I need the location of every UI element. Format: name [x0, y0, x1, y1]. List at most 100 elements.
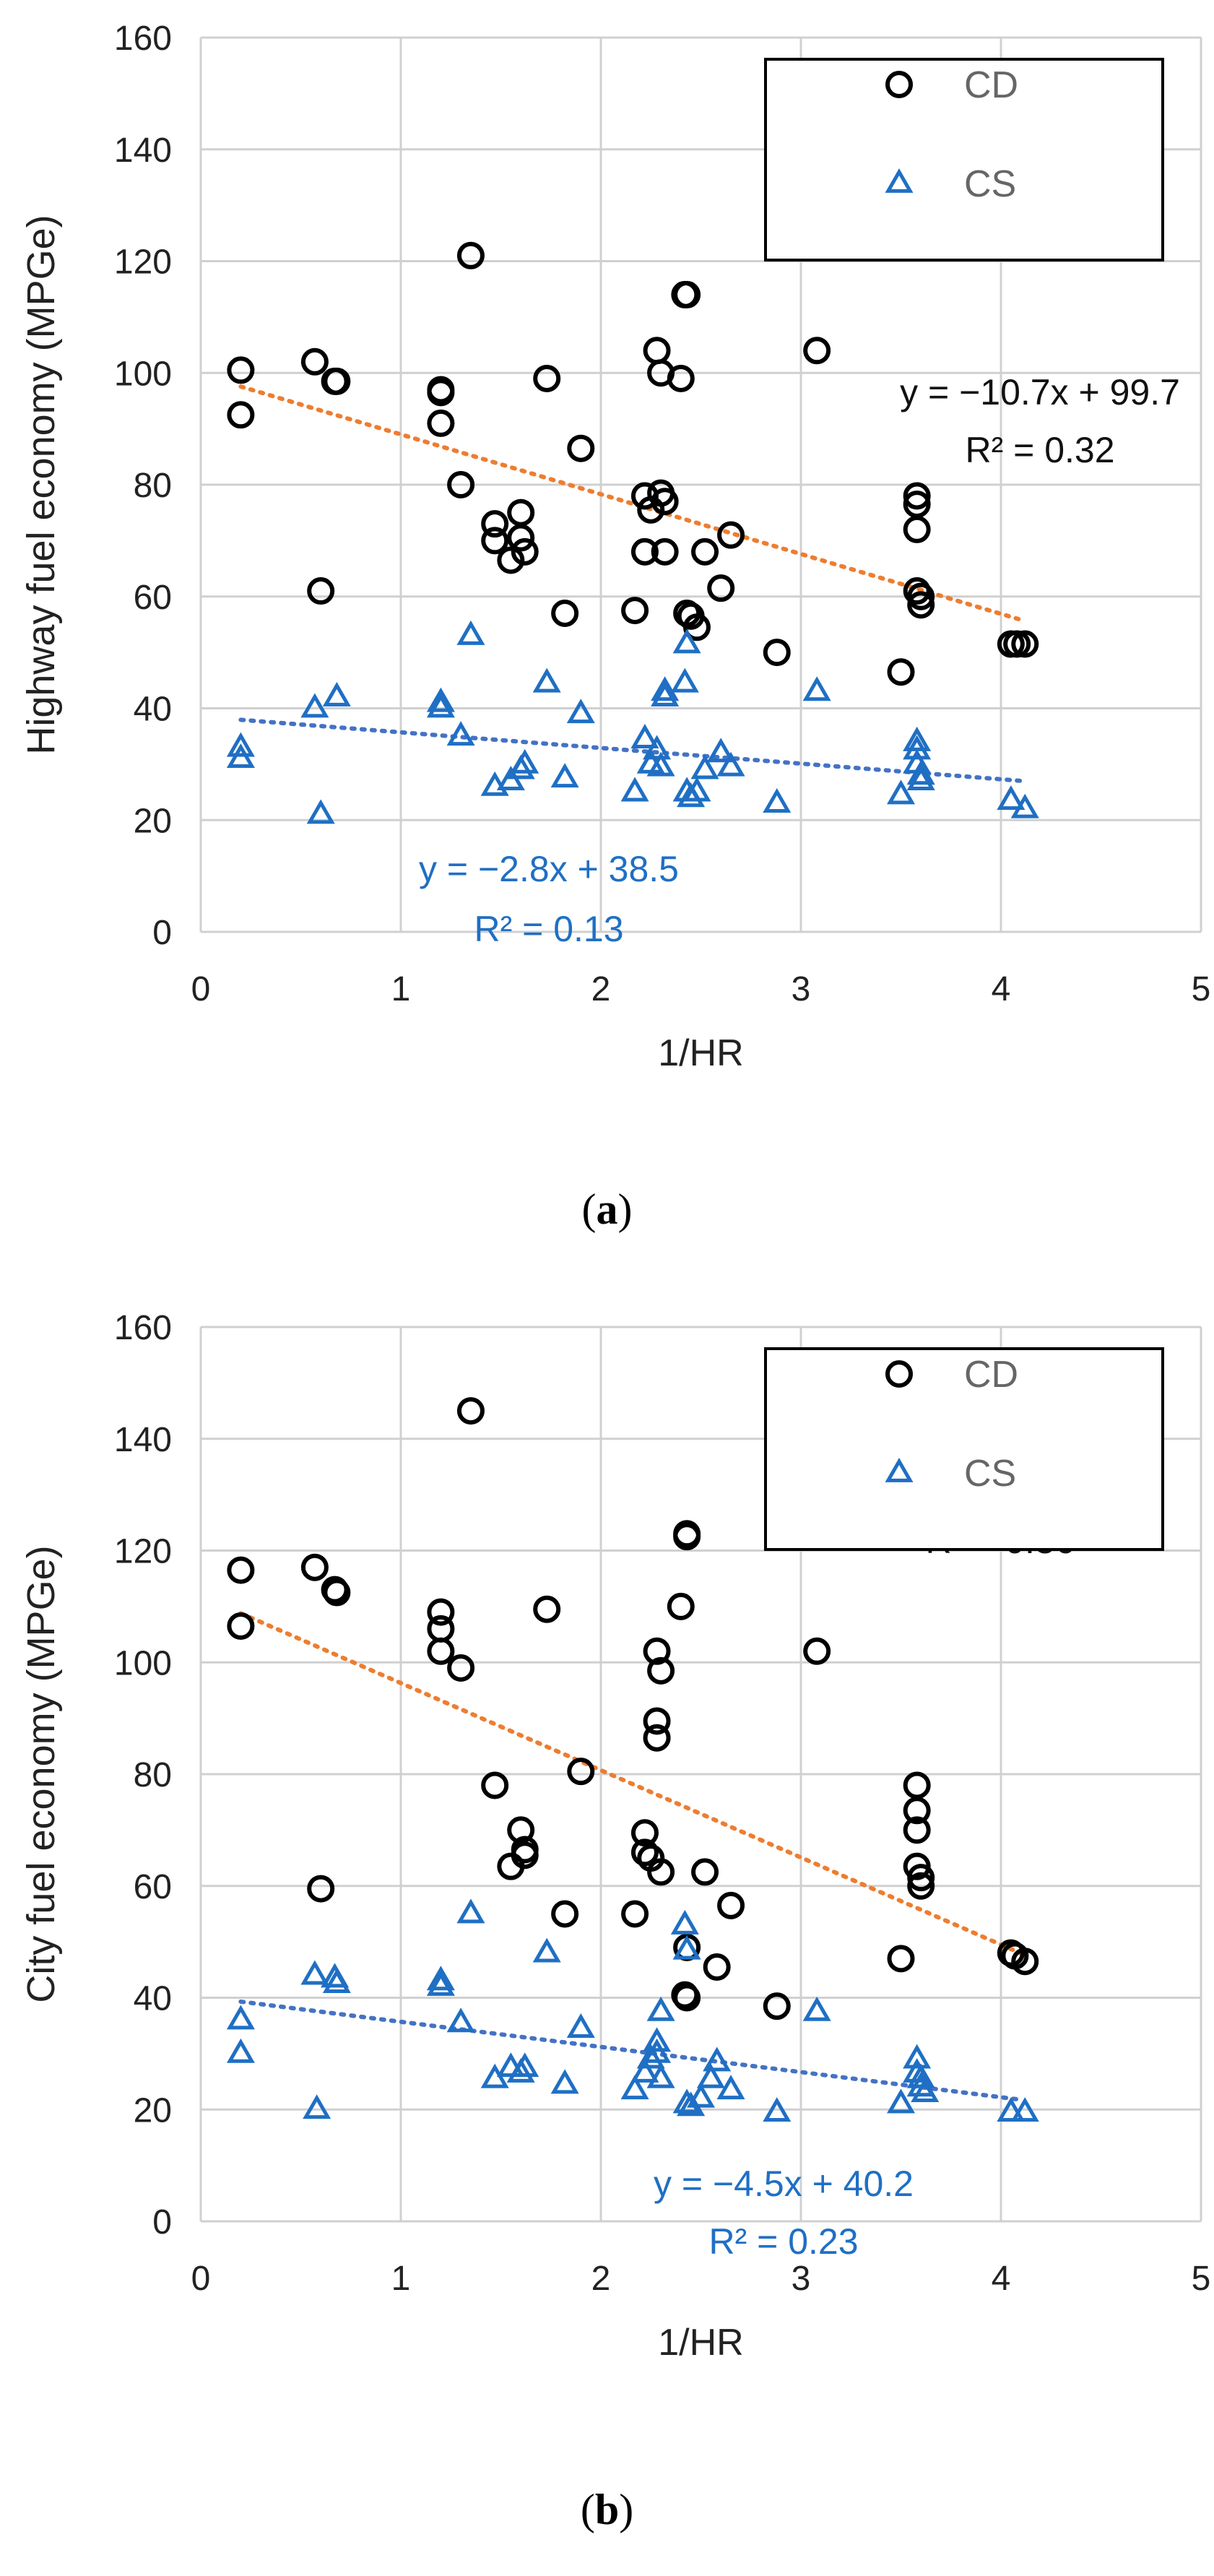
data-point-cd [307, 577, 335, 605]
data-point-cs [300, 693, 329, 718]
data-point-cd [507, 498, 535, 527]
trendline-cs-equation: y = −2.8x + 38.5 [419, 849, 679, 889]
x-tick-label: 3 [792, 2260, 811, 2298]
data-point-cs [636, 2044, 665, 2069]
x-axis-title: 1/HR [658, 1032, 743, 1074]
data-point-cs [306, 799, 335, 824]
data-point-cd [456, 1397, 485, 1425]
data-point-cs [651, 682, 680, 706]
data-point-cd [651, 537, 679, 566]
data-point-cd [907, 582, 935, 610]
data-point-cd [481, 1771, 509, 1799]
x-tick-label: 1 [391, 2260, 411, 2298]
y-tick-label: 80 [134, 1756, 172, 1794]
data-point-cs [886, 2088, 916, 2114]
data-point-cd [427, 1637, 455, 1665]
data-point-cd [630, 537, 659, 566]
data-point-cd [651, 488, 679, 516]
caption-a-label: a [596, 1185, 618, 1233]
data-point-cs [677, 782, 706, 808]
trendline-cs [238, 1999, 1023, 2102]
data-point-cd [691, 1858, 719, 1886]
data-point-cd [643, 1637, 671, 1665]
data-point-cs [643, 735, 672, 760]
data-point-cs [426, 1966, 455, 1991]
data-point-cd [300, 347, 329, 376]
data-point-cs [426, 693, 455, 718]
data-point-cd [551, 599, 579, 627]
data-point-cd [903, 1771, 931, 1799]
data-point-cs [646, 751, 675, 777]
data-point-cd [1003, 630, 1031, 658]
data-point-cs [903, 2044, 932, 2069]
data-point-cd [673, 280, 701, 308]
data-point-cs [690, 754, 719, 779]
data-point-cd [481, 510, 509, 538]
y-tick-label: 120 [114, 1533, 172, 1571]
data-point-cs [322, 1968, 351, 1994]
legend-label-cd: CD [964, 1354, 1018, 1396]
data-point-cd [507, 524, 535, 552]
data-point-cs [911, 2078, 940, 2102]
legend-marker-cd [885, 71, 913, 98]
data-point-cd [621, 597, 649, 625]
data-point-cd [551, 1900, 579, 1928]
caption-b-label: b [594, 2486, 620, 2533]
data-point-cd [323, 367, 351, 395]
data-point-cd [691, 537, 719, 566]
trendline-cd [238, 384, 1023, 623]
series-cs [226, 1898, 1039, 2122]
legend-box [764, 58, 1164, 262]
data-point-cs [716, 751, 745, 777]
data-point-cs [322, 682, 351, 706]
data-point-cs [532, 667, 561, 693]
data-point-cd [647, 1858, 675, 1886]
data-point-cs [903, 735, 932, 760]
data-point-cs [802, 1996, 831, 2021]
data-point-cd [427, 1598, 455, 1626]
y-tick-label: 100 [114, 355, 172, 393]
data-point-cd [533, 1595, 561, 1623]
data-point-cs [620, 777, 649, 802]
data-point-cs [696, 2063, 725, 2088]
data-point-cs [763, 2097, 792, 2122]
data-point-cd [630, 1838, 659, 1867]
series-cd [227, 1397, 1039, 2020]
caption-b: (b) [580, 2486, 634, 2533]
x-tick-label: 1 [391, 970, 411, 1008]
data-point-cd [307, 1875, 335, 1903]
y-tick-label: 160 [114, 20, 172, 58]
data-point-cs [763, 788, 792, 813]
legend-box [764, 1347, 1164, 1551]
data-point-cd [907, 591, 935, 619]
data-point-cd [643, 337, 671, 365]
y-tick-label: 60 [134, 579, 172, 617]
data-point-cd [630, 1819, 659, 1847]
data-point-cd [300, 1553, 329, 1581]
data-point-cs [226, 732, 255, 757]
data-point-cd [533, 364, 561, 392]
data-point-cs [426, 1971, 455, 1996]
data-point-cd [227, 356, 255, 384]
data-point-cd [447, 471, 475, 498]
data-point-cs [686, 2083, 716, 2108]
data-point-cs [532, 1937, 561, 1963]
data-point-cs [672, 1935, 701, 1960]
data-point-cs [886, 779, 916, 805]
trendline-cs [238, 717, 1023, 783]
data-point-cd [887, 658, 915, 686]
legend-marker-cd [885, 1360, 913, 1388]
data-point-cd [763, 1992, 791, 2020]
data-point-cd [667, 1592, 695, 1620]
data-point-cd [903, 1816, 931, 1844]
data-point-cs [802, 676, 831, 701]
y-axis-title: City fuel economy (MPGe) [19, 1545, 63, 2002]
data-point-cd [671, 1981, 699, 2009]
x-tick-label: 2 [591, 2260, 611, 2298]
data-point-cs [906, 766, 935, 790]
data-point-cs [1010, 793, 1039, 818]
trendline-cs-equation: y = −4.5x + 40.2 [654, 2164, 914, 2204]
trendline-cs-r2: R² = 0.23 [708, 2221, 858, 2262]
data-point-cs [456, 620, 485, 645]
data-point-cs [646, 2063, 675, 2088]
